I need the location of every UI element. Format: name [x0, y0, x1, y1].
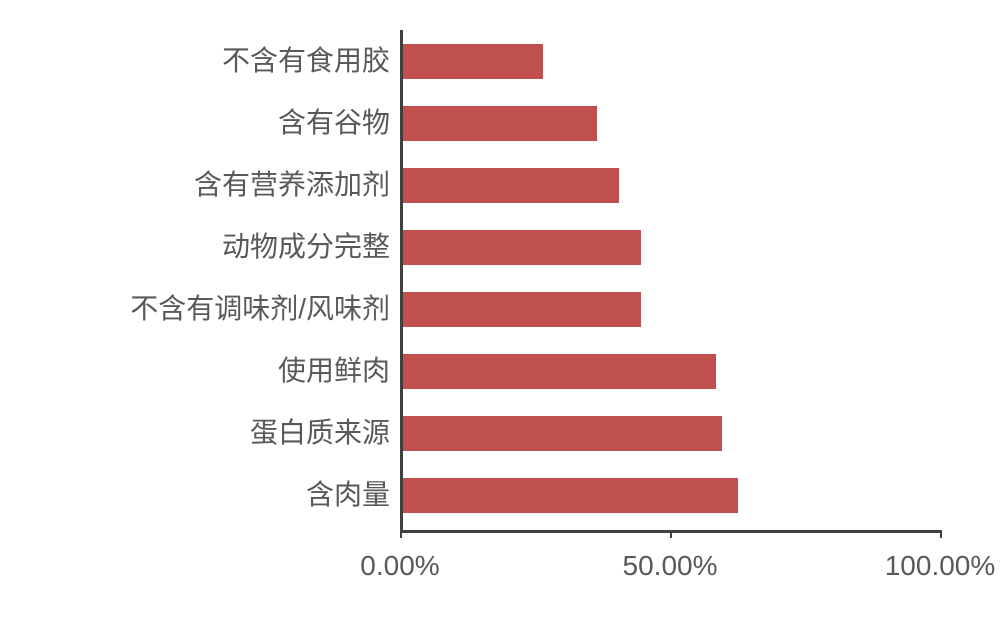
category-label: 含有营养添加剂: [40, 154, 390, 216]
x-tick-label: 50.00%: [623, 550, 718, 582]
bar: [403, 292, 641, 327]
category-label: 不含有食用胶: [40, 30, 390, 92]
bar: [403, 478, 738, 513]
bar: [403, 230, 641, 265]
bar-row: 不含有食用胶: [40, 30, 964, 92]
category-label: 动物成分完整: [40, 216, 390, 278]
bar-row: 含有谷物: [40, 92, 964, 154]
bar-row: 动物成分完整: [40, 216, 964, 278]
bar-row: 使用鲜肉: [40, 340, 964, 402]
category-label: 蛋白质来源: [40, 402, 390, 464]
x-tick-mark: [670, 530, 672, 538]
category-label: 含肉量: [40, 464, 390, 526]
bar-row: 含有营养添加剂: [40, 154, 964, 216]
bar: [403, 354, 716, 389]
bar: [403, 416, 722, 451]
bar-row: 不含有调味剂/风味剂: [40, 278, 964, 340]
category-label: 含有谷物: [40, 92, 390, 154]
x-tick-mark: [400, 530, 402, 538]
chart-container: 不含有食用胶 含有谷物 含有营养添加剂 动物成分完整 不含有调味剂/风味剂 使用…: [40, 30, 964, 614]
x-tick-label: 0.00%: [360, 550, 439, 582]
bar-row: 含肉量: [40, 464, 964, 526]
x-tick-label: 100.00%: [885, 550, 996, 582]
category-label: 不含有调味剂/风味剂: [40, 278, 390, 340]
bar: [403, 106, 597, 141]
bar: [403, 44, 543, 79]
category-label: 使用鲜肉: [40, 340, 390, 402]
x-tick-mark: [940, 530, 942, 538]
bar-row: 蛋白质来源: [40, 402, 964, 464]
bar: [403, 168, 619, 203]
